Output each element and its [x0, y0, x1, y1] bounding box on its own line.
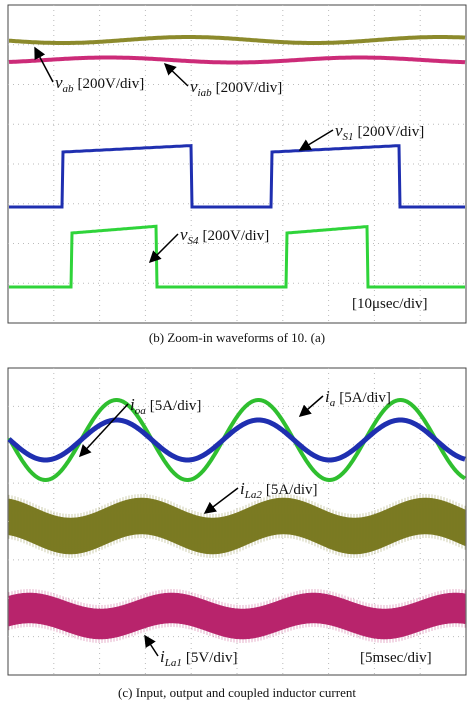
- wave-viab: [8, 55, 466, 65]
- label-subscript: a: [330, 397, 336, 409]
- figure-caption: (b) Zoom-in waveforms of 10. (a): [149, 330, 325, 345]
- label-arrow: [144, 634, 159, 657]
- label-arrow: [163, 62, 189, 87]
- label-symbol: v: [190, 77, 198, 96]
- label-scale: [200V/div]: [78, 76, 145, 92]
- wave-vs1: [9, 143, 465, 209]
- label-symbol: v: [180, 225, 188, 244]
- label-subscript: La1: [164, 657, 182, 669]
- label-arrow: [34, 46, 54, 83]
- label-scale: [5V/div]: [186, 650, 238, 666]
- label-symbol: i: [130, 395, 135, 414]
- label-subscript: S4: [188, 235, 200, 247]
- label-arrow: [203, 487, 239, 514]
- label-subscript: ab: [63, 83, 75, 95]
- label-subscript: S1: [343, 131, 354, 143]
- waveform-label: ioa [5A/div]: [130, 395, 201, 417]
- label-symbol: i: [160, 647, 165, 666]
- label-scale: [5A/div]: [150, 398, 202, 414]
- waveform-label: vS1 [200V/div]: [335, 121, 424, 143]
- label-scale: [5A/div]: [339, 390, 391, 406]
- label-subscript: La2: [244, 489, 263, 501]
- label-arrow: [298, 395, 324, 417]
- label-scale: [200V/div]: [216, 80, 283, 96]
- label-symbol: i: [325, 387, 330, 406]
- labels: vab [200V/div] viab [200V/div]vS1 [200V/div]…: [34, 46, 432, 700]
- wave-ila2-ripple: [8, 494, 466, 558]
- label-symbol: i: [240, 479, 245, 498]
- timebase-label: [5msec/div]: [360, 650, 432, 666]
- waveform-label: iLa2 [5A/div]: [240, 479, 318, 501]
- wave-vs4: [9, 224, 465, 289]
- label-scale: [5A/div]: [266, 482, 318, 498]
- wave-vab: [9, 35, 466, 45]
- label-subscript: oa: [135, 405, 147, 417]
- figure-caption: (c) Input, output and coupled inductor c…: [118, 685, 356, 700]
- label-arrow: [298, 129, 334, 151]
- waveform-label: vab [200V/div]: [55, 73, 144, 95]
- waveform-label: ia [5A/div]: [325, 387, 391, 409]
- wave-ila1-ripple: [8, 589, 466, 643]
- wave-ia: [7, 398, 467, 482]
- label-arrow: [148, 233, 179, 264]
- timebase-label: [10μsec/div]: [352, 296, 428, 312]
- label-scale: [200V/div]: [358, 124, 425, 140]
- label-subscript: iab: [198, 87, 213, 99]
- label-symbol: v: [335, 121, 343, 140]
- waveform-label: iLa1 [5V/div]: [160, 647, 238, 669]
- waveforms: [7, 35, 467, 643]
- waveform-label: viab [200V/div]: [190, 77, 282, 99]
- label-scale: [200V/div]: [203, 228, 270, 244]
- label-arrow: [78, 403, 129, 458]
- wave-ioa: [7, 417, 466, 463]
- waveform-label: vS4 [200V/div]: [180, 225, 269, 247]
- label-symbol: v: [55, 73, 63, 92]
